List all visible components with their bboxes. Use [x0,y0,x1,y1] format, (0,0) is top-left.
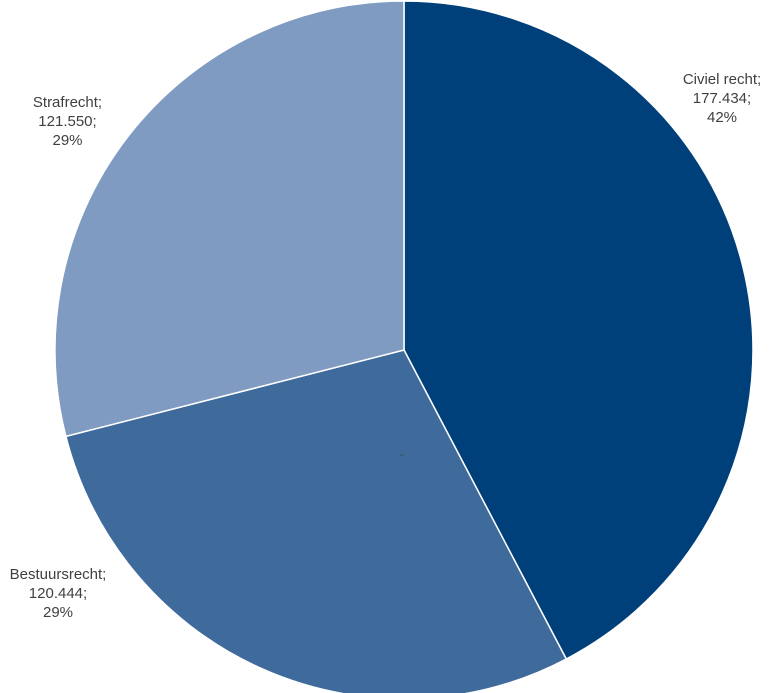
label-name: Strafrecht; [32,94,103,111]
data-label-strafrecht: Strafrecht; 121.550; 29% [15,93,120,150]
label-value: 177.434; [692,90,752,107]
label-name: Bestuursrecht; [9,566,107,583]
pie-slice-bestuursrecht [64,349,568,693]
label-percent: 42% [706,109,738,126]
center-mark: - [400,450,404,461]
label-value: 121.550; [38,113,97,130]
data-label-bestuursrecht: Bestuursrecht; 120.444; 29% [0,565,118,622]
pie-slice-civiel-recht [403,0,754,660]
label-percent: 29% [42,604,74,621]
label-value: 120.444; [28,585,88,602]
label-name: Civiel recht; [682,71,762,88]
data-label-civiel-recht: Civiel recht; 177.434; 42% [662,70,771,127]
label-percent: 29% [52,132,83,149]
pie-slice-strafrecht [54,0,405,438]
